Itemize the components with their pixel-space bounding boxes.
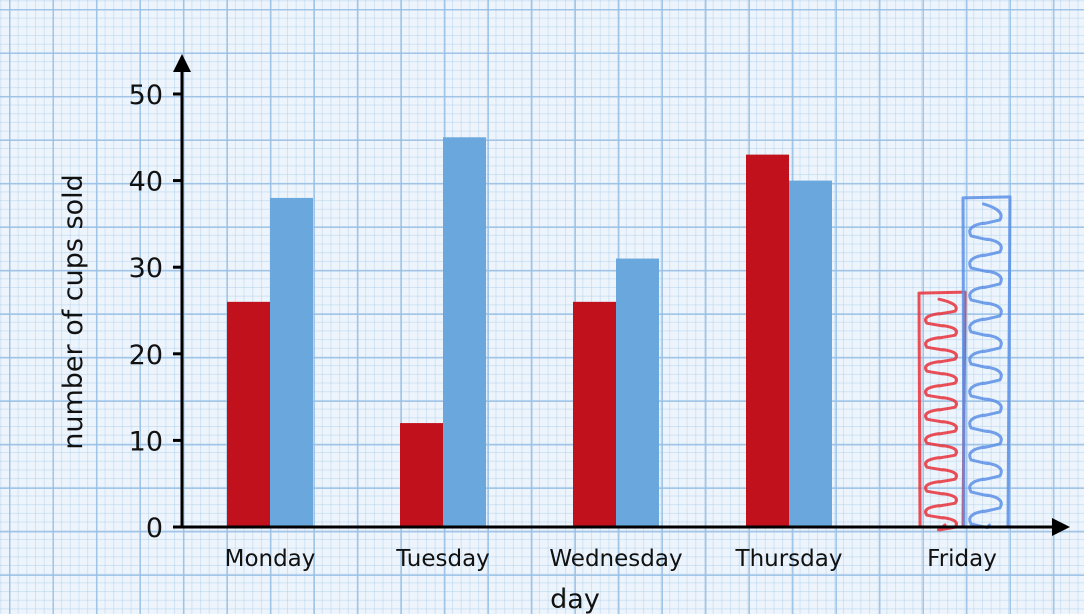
hand-drawn-bar-scribble [968, 202, 1003, 530]
x-category-label: Friday [927, 546, 997, 572]
y-tick-label: 30 [129, 253, 163, 284]
bars-group [227, 137, 832, 528]
y-ticks-group: 0 10 20 30 40 50 [129, 80, 182, 544]
bar [789, 180, 832, 527]
x-category-label: Thursday [735, 546, 843, 572]
x-axis-title: day [550, 584, 600, 614]
bar [573, 301, 616, 527]
axes-group [173, 54, 1070, 536]
bar [227, 301, 270, 527]
bar [270, 197, 313, 528]
x-category-label: Wednesday [549, 546, 682, 572]
y-tick-label: 50 [129, 80, 163, 111]
hand-drawn-bar-outline [961, 195, 1012, 528]
y-axis-title: number of cups sold [58, 174, 89, 450]
hand-drawn-bars-group [917, 195, 1012, 532]
y-tick-label: 40 [129, 167, 163, 198]
x-category-label: Monday [225, 546, 316, 572]
x-category-label: Tuesday [395, 546, 490, 572]
x-labels-group: Monday Tuesday Wednesday Thursday Friday [225, 546, 997, 572]
y-tick-label: 20 [129, 340, 163, 371]
bar [616, 258, 659, 527]
y-axis-arrowhead [173, 54, 191, 72]
x-axis-arrowhead [1052, 518, 1070, 536]
y-tick-label: 0 [146, 513, 163, 544]
bar [443, 137, 486, 528]
y-tick-label: 10 [129, 426, 163, 457]
bar [400, 423, 443, 527]
bar [746, 154, 789, 527]
hand-drawn-bar-scribble [924, 297, 958, 532]
